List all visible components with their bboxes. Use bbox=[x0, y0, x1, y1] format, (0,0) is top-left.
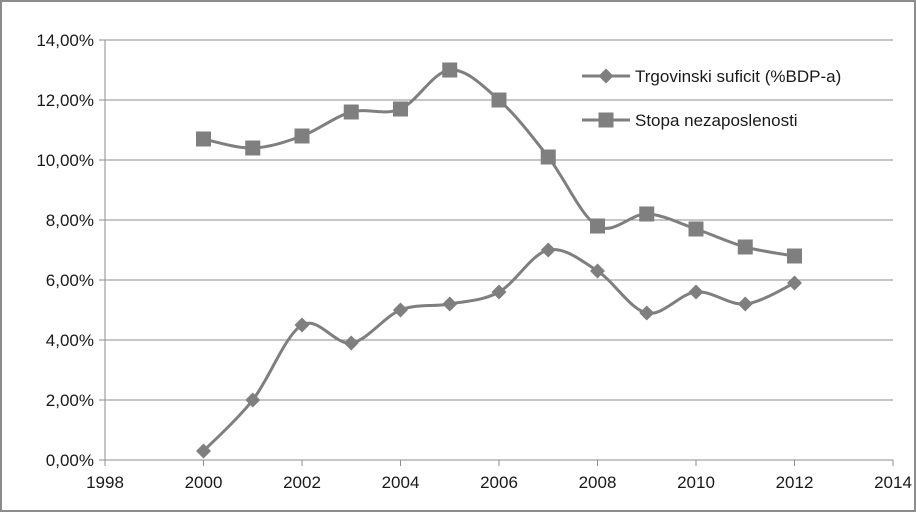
x-tick-label: 2008 bbox=[579, 473, 617, 492]
data-point-diamond bbox=[393, 302, 408, 318]
x-tick-label: 2004 bbox=[382, 473, 420, 492]
y-tick-label: 0,00% bbox=[46, 451, 94, 470]
y-tick-label: 6,00% bbox=[46, 271, 94, 290]
data-point-square bbox=[787, 248, 802, 264]
data-point-diamond bbox=[343, 335, 359, 351]
x-tick-label: 2002 bbox=[283, 473, 321, 492]
y-tick-label: 8,00% bbox=[46, 211, 94, 230]
x-tick-label: 2012 bbox=[776, 473, 814, 492]
data-point-diamond bbox=[590, 263, 605, 279]
y-tick-label: 10,00% bbox=[36, 151, 94, 170]
x-tick-label: 2000 bbox=[185, 473, 223, 492]
data-point-square bbox=[688, 221, 704, 237]
y-tick-label: 12,00% bbox=[36, 91, 94, 110]
data-point-diamond bbox=[491, 284, 507, 300]
y-tick-label: 4,00% bbox=[46, 331, 94, 350]
x-tick-label: 2006 bbox=[480, 473, 518, 492]
legend-label: Trgovinski suficit (%BDP-a) bbox=[635, 67, 841, 86]
series bbox=[196, 62, 802, 459]
x-tick-label: 1998 bbox=[86, 473, 124, 492]
data-point-diamond bbox=[245, 392, 261, 408]
data-point-square bbox=[196, 131, 211, 147]
data-point-square bbox=[540, 149, 556, 165]
data-point-square bbox=[393, 101, 408, 117]
series-unemployment bbox=[196, 62, 802, 264]
legend-marker-square bbox=[598, 112, 614, 128]
data-point-square bbox=[245, 140, 261, 156]
x-tick-label: 2014 bbox=[874, 473, 912, 492]
data-point-square bbox=[491, 92, 507, 108]
data-point-diamond bbox=[737, 296, 753, 312]
data-point-square bbox=[294, 128, 310, 144]
data-point-diamond bbox=[688, 284, 704, 300]
legend-label: Stopa nezaposlenosti bbox=[635, 111, 798, 130]
data-point-square bbox=[590, 218, 605, 234]
data-point-diamond bbox=[442, 296, 458, 312]
data-point-diamond bbox=[787, 275, 802, 291]
data-point-diamond bbox=[639, 305, 655, 321]
y-tick-label: 14,00% bbox=[36, 31, 94, 50]
data-point-diamond bbox=[196, 443, 211, 459]
axes bbox=[99, 39, 894, 466]
x-tick-labels: 1998 2000 2002 2004 2006 2008 2010 2012 2014 bbox=[86, 473, 912, 492]
data-point-diamond bbox=[294, 317, 310, 333]
legend: Trgovinski suficit (%BDP-a) Stopa nezapos… bbox=[582, 67, 841, 130]
legend-item: Stopa nezaposlenosti bbox=[582, 111, 798, 130]
x-tick-label: 2010 bbox=[677, 473, 715, 492]
data-point-square bbox=[442, 62, 458, 78]
legend-marker-diamond bbox=[598, 68, 614, 84]
data-point-square bbox=[343, 104, 359, 120]
data-point-square bbox=[639, 206, 655, 222]
y-tick-label: 2,00% bbox=[46, 391, 94, 410]
data-point-square bbox=[737, 239, 753, 255]
series-trade-surplus bbox=[196, 242, 802, 459]
y-tick-labels: 0,00% 2,00% 4,00% 6,00% 8,00% 10,00% 12,00% 14,… bbox=[36, 31, 94, 470]
data-point-diamond bbox=[540, 242, 556, 258]
legend-item: Trgovinski suficit (%BDP-a) bbox=[582, 67, 841, 86]
